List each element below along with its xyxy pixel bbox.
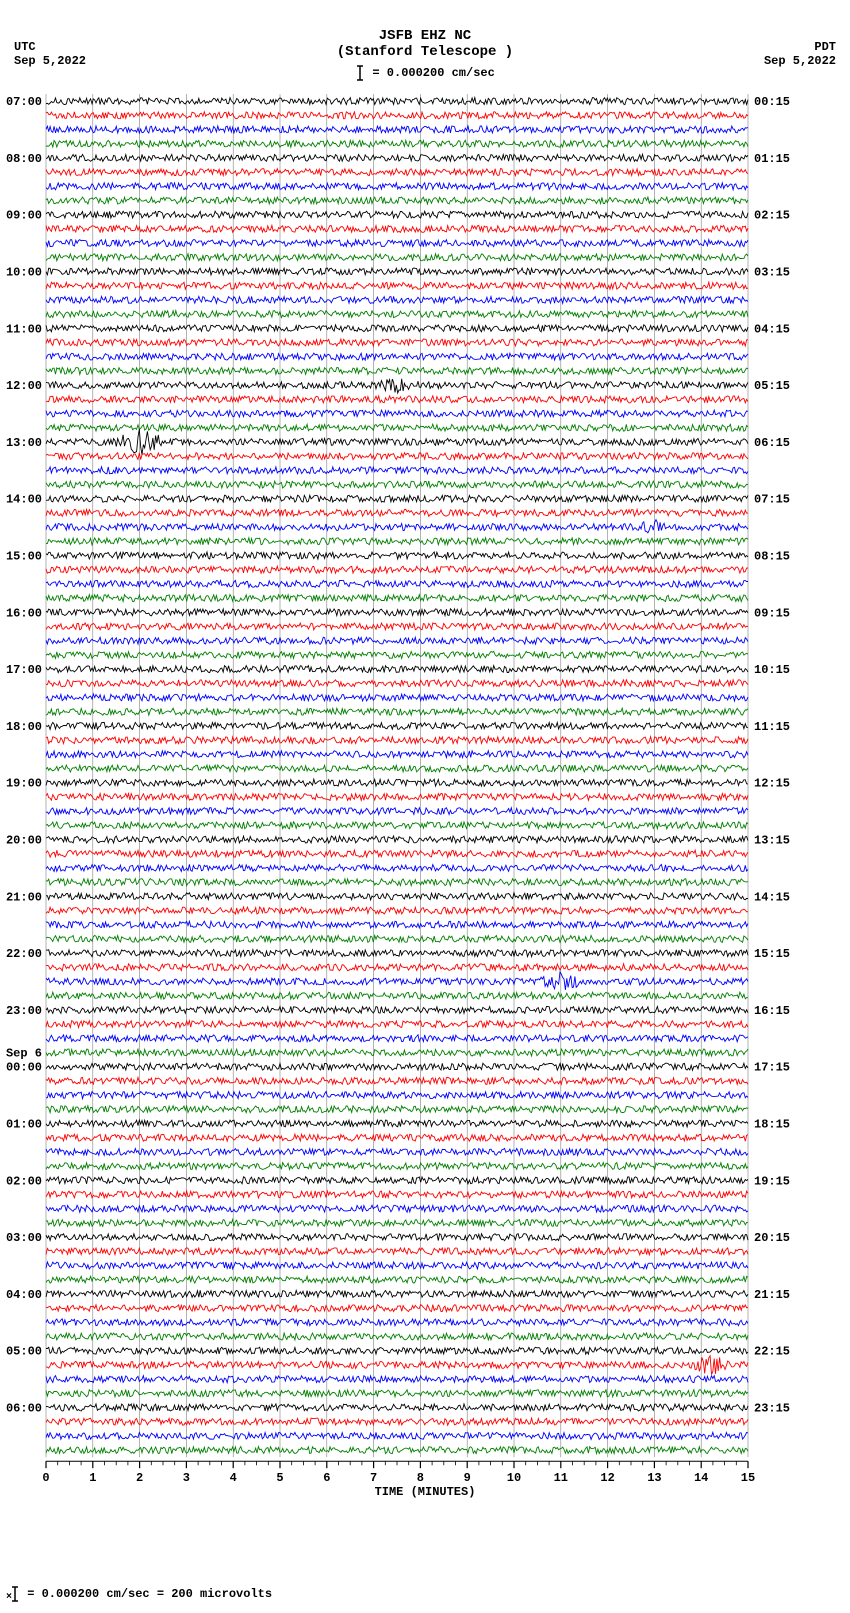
svg-text:05:00: 05:00 bbox=[6, 1345, 42, 1359]
svg-text:11:00: 11:00 bbox=[6, 322, 42, 336]
svg-text:22:15: 22:15 bbox=[754, 1345, 790, 1359]
svg-text:14:00: 14:00 bbox=[6, 493, 42, 507]
svg-text:16:15: 16:15 bbox=[754, 1004, 790, 1018]
svg-text:21:15: 21:15 bbox=[754, 1288, 790, 1302]
footer-scale: × = 0.000200 cm/sec = 200 microvolts bbox=[6, 1585, 272, 1603]
svg-text:10:00: 10:00 bbox=[6, 266, 42, 280]
svg-text:7: 7 bbox=[370, 1471, 377, 1485]
station-code: JSFB EHZ NC bbox=[0, 28, 850, 44]
tz-right-date: Sep 5,2022 bbox=[764, 54, 836, 68]
svg-text:13: 13 bbox=[647, 1471, 661, 1485]
svg-text:02:15: 02:15 bbox=[754, 209, 790, 223]
timezone-right: PDT Sep 5,2022 bbox=[764, 40, 836, 68]
svg-text:14:15: 14:15 bbox=[754, 890, 790, 904]
svg-text:04:15: 04:15 bbox=[754, 322, 790, 336]
helicorder-plot: 07:0008:0009:0010:0011:0012:0013:0014:00… bbox=[46, 88, 806, 1548]
svg-text:4: 4 bbox=[230, 1471, 237, 1485]
tz-left-date: Sep 5,2022 bbox=[14, 54, 86, 68]
svg-text:16:00: 16:00 bbox=[6, 606, 42, 620]
svg-text:14: 14 bbox=[694, 1471, 708, 1485]
svg-text:09:00: 09:00 bbox=[6, 209, 42, 223]
scale-bar-label: = 0.000200 cm/sec bbox=[0, 64, 850, 82]
svg-text:15: 15 bbox=[741, 1471, 755, 1485]
svg-text:05:15: 05:15 bbox=[754, 379, 790, 393]
svg-text:3: 3 bbox=[183, 1471, 190, 1485]
svg-text:12:00: 12:00 bbox=[6, 379, 42, 393]
svg-text:10: 10 bbox=[507, 1471, 521, 1485]
tz-left-label: UTC bbox=[14, 40, 86, 54]
svg-text:11: 11 bbox=[554, 1471, 568, 1485]
svg-text:23:00: 23:00 bbox=[6, 1004, 42, 1018]
svg-text:06:00: 06:00 bbox=[6, 1402, 42, 1416]
svg-text:12: 12 bbox=[600, 1471, 614, 1485]
svg-text:01:00: 01:00 bbox=[6, 1118, 42, 1132]
svg-text:11:15: 11:15 bbox=[754, 720, 790, 734]
svg-text:22:00: 22:00 bbox=[6, 947, 42, 961]
svg-text:20:15: 20:15 bbox=[754, 1231, 790, 1245]
svg-text:9: 9 bbox=[464, 1471, 471, 1485]
svg-text:07:15: 07:15 bbox=[754, 493, 790, 507]
svg-text:06:15: 06:15 bbox=[754, 436, 790, 450]
svg-text:12:15: 12:15 bbox=[754, 777, 790, 791]
svg-text:01:15: 01:15 bbox=[754, 152, 790, 166]
svg-text:2: 2 bbox=[136, 1471, 143, 1485]
svg-text:17:00: 17:00 bbox=[6, 663, 42, 677]
station-location: (Stanford Telescope ) bbox=[0, 44, 850, 60]
svg-text:17:15: 17:15 bbox=[754, 1061, 790, 1075]
svg-text:04:00: 04:00 bbox=[6, 1288, 42, 1302]
tz-right-label: PDT bbox=[764, 40, 836, 54]
svg-text:08:15: 08:15 bbox=[754, 550, 790, 564]
footer-scale-text: = 0.000200 cm/sec = 200 microvolts bbox=[27, 1587, 272, 1601]
scale-bar-text: = 0.000200 cm/sec bbox=[372, 66, 494, 80]
x-axis-label: TIME (MINUTES) bbox=[0, 1485, 850, 1499]
svg-text:23:15: 23:15 bbox=[754, 1402, 790, 1416]
svg-text:00:15: 00:15 bbox=[754, 95, 790, 109]
svg-text:19:15: 19:15 bbox=[754, 1174, 790, 1188]
svg-text:5: 5 bbox=[276, 1471, 283, 1485]
svg-text:03:15: 03:15 bbox=[754, 266, 790, 280]
svg-text:21:00: 21:00 bbox=[6, 890, 42, 904]
svg-text:1: 1 bbox=[89, 1471, 96, 1485]
svg-text:0: 0 bbox=[42, 1471, 49, 1485]
svg-text:07:00: 07:00 bbox=[6, 95, 42, 109]
scale-bar-icon: × bbox=[6, 1585, 20, 1603]
svg-text:10:15: 10:15 bbox=[754, 663, 790, 677]
svg-text:15:00: 15:00 bbox=[6, 550, 42, 564]
svg-text:18:15: 18:15 bbox=[754, 1118, 790, 1132]
header: JSFB EHZ NC (Stanford Telescope ) = 0.00… bbox=[0, 0, 850, 82]
svg-text:8: 8 bbox=[417, 1471, 424, 1485]
svg-text:02:00: 02:00 bbox=[6, 1174, 42, 1188]
svg-text:20:00: 20:00 bbox=[6, 834, 42, 848]
svg-text:03:00: 03:00 bbox=[6, 1231, 42, 1245]
svg-text:08:00: 08:00 bbox=[6, 152, 42, 166]
svg-text:6: 6 bbox=[323, 1471, 330, 1485]
svg-text:13:00: 13:00 bbox=[6, 436, 42, 450]
svg-text:15:15: 15:15 bbox=[754, 947, 790, 961]
svg-text:19:00: 19:00 bbox=[6, 777, 42, 791]
svg-text:Sep 6: Sep 6 bbox=[6, 1047, 42, 1061]
svg-text:00:00: 00:00 bbox=[6, 1061, 42, 1075]
seismogram-page: UTC Sep 5,2022 PDT Sep 5,2022 JSFB EHZ N… bbox=[0, 0, 850, 1613]
svg-text:13:15: 13:15 bbox=[754, 834, 790, 848]
scale-bar-icon bbox=[355, 64, 365, 82]
svg-text:18:00: 18:00 bbox=[6, 720, 42, 734]
svg-text:×: × bbox=[6, 1592, 12, 1603]
timezone-left: UTC Sep 5,2022 bbox=[14, 40, 86, 68]
svg-text:09:15: 09:15 bbox=[754, 606, 790, 620]
